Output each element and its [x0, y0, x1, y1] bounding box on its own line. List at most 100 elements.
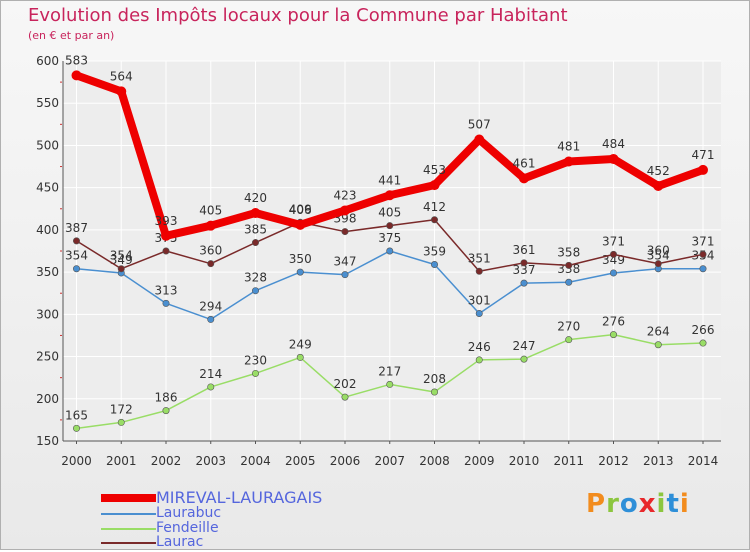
data-point [117, 265, 125, 273]
data-point [653, 180, 664, 191]
x-tick-label: 2002 [151, 454, 182, 468]
data-point [73, 424, 81, 432]
x-tick-label: 2005 [285, 454, 316, 468]
data-label: 393 [155, 214, 178, 228]
data-label: 264 [647, 325, 670, 339]
x-tick-label: 2004 [240, 454, 271, 468]
data-point [71, 70, 82, 81]
logo-letter: o [619, 489, 639, 519]
data-label: 165 [65, 408, 88, 422]
data-label: 360 [199, 244, 222, 258]
data-point [475, 356, 483, 364]
data-label: 208 [423, 372, 446, 386]
data-point [386, 222, 394, 230]
y-tick-label: 400 [36, 223, 59, 237]
data-label: 246 [468, 340, 491, 354]
data-label: 354 [65, 249, 88, 263]
data-point [73, 237, 81, 245]
data-point [252, 239, 260, 247]
data-point [654, 341, 662, 349]
data-label: 347 [334, 255, 357, 269]
data-label: 214 [199, 367, 222, 381]
data-label: 420 [244, 191, 267, 205]
data-label: 354 [110, 249, 133, 263]
data-label: 202 [334, 377, 357, 391]
data-point [430, 261, 438, 269]
data-label: 249 [289, 337, 312, 351]
data-point [295, 219, 306, 230]
data-label: 186 [155, 391, 178, 405]
data-point [474, 134, 485, 145]
y-tick-label: 600 [36, 54, 59, 68]
data-label: 564 [110, 69, 133, 83]
data-point [699, 339, 707, 347]
data-label: 358 [557, 245, 580, 259]
data-label: 441 [378, 173, 401, 187]
data-point [296, 268, 304, 276]
data-point [430, 216, 438, 224]
legend-swatch [101, 528, 156, 530]
y-tick-label: 350 [36, 265, 59, 279]
data-point [161, 230, 171, 241]
x-tick-label: 2007 [374, 454, 405, 468]
data-point [475, 309, 483, 317]
data-label: 294 [199, 299, 222, 313]
y-tick-label: 300 [36, 307, 59, 321]
data-label: 354 [647, 249, 670, 263]
data-point [519, 173, 529, 184]
logo-letter: i [656, 489, 667, 519]
legend-label: Laurabuc [156, 505, 222, 521]
data-point [475, 267, 483, 275]
x-tick-label: 2010 [509, 454, 540, 468]
logo-letter: x [638, 489, 657, 519]
x-tick-label: 2009 [464, 454, 495, 468]
chart-subtitle: (en € et par an) [28, 29, 115, 42]
data-point [520, 355, 528, 363]
data-label: 350 [289, 252, 312, 266]
data-point [341, 228, 349, 236]
data-point [386, 247, 394, 255]
data-label: 371 [692, 234, 715, 248]
legend-swatch [101, 494, 156, 502]
legend-label: Fendeille [156, 520, 219, 536]
x-tick-label: 2012 [598, 454, 629, 468]
legend-label: MIREVAL-LAURAGAIS [156, 488, 323, 507]
x-tick-label: 2000 [61, 454, 92, 468]
data-label: 481 [557, 139, 580, 153]
data-label: 471 [692, 148, 715, 162]
data-point [117, 418, 125, 426]
data-point [207, 315, 215, 323]
y-tick-label: 550 [36, 96, 59, 110]
data-label: 453 [423, 163, 446, 177]
data-label: 351 [468, 251, 491, 265]
data-point [609, 269, 617, 277]
data-label: 328 [244, 271, 267, 285]
data-point [250, 208, 261, 218]
data-point [563, 156, 574, 167]
x-tick-label: 2013 [643, 454, 674, 468]
data-point [162, 299, 170, 307]
legend-swatch [101, 513, 156, 515]
data-label: 349 [110, 253, 133, 267]
data-point [384, 190, 395, 201]
data-label: 461 [513, 156, 536, 170]
data-label: 276 [602, 315, 625, 329]
data-point [430, 388, 438, 396]
data-point [565, 336, 573, 344]
data-label: 375 [378, 231, 401, 245]
data-label: 412 [423, 200, 446, 214]
y-tick-label: 450 [36, 181, 59, 195]
data-point [609, 250, 617, 258]
data-point [162, 407, 170, 415]
data-point [116, 86, 127, 97]
data-label: 409 [289, 202, 312, 216]
data-point [429, 180, 440, 191]
data-point [341, 393, 349, 401]
data-label: 266 [692, 323, 715, 337]
data-label: 361 [513, 243, 536, 257]
data-point [520, 259, 528, 267]
data-point [520, 279, 528, 287]
data-label: 313 [155, 283, 178, 297]
data-label: 387 [65, 221, 88, 235]
